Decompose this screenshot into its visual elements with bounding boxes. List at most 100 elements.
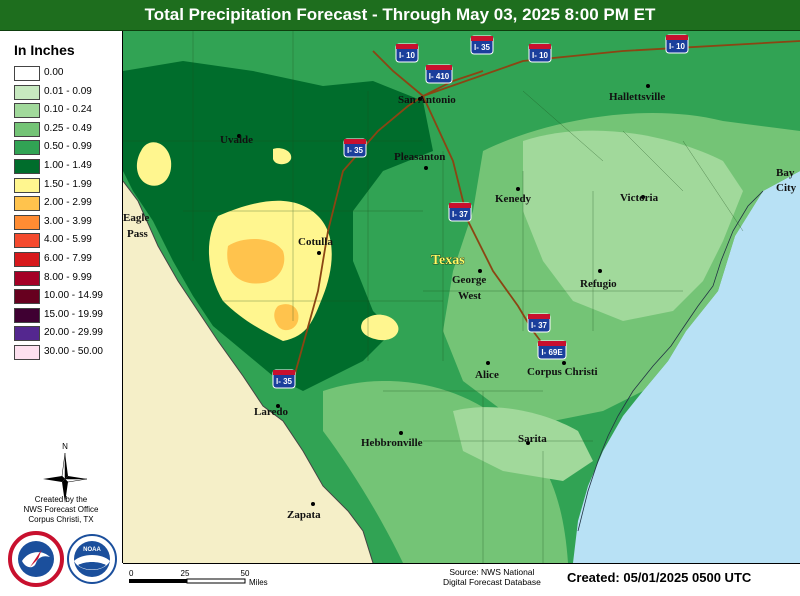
compass-north-label: N	[62, 442, 68, 451]
svg-text:I- 35: I- 35	[276, 377, 293, 386]
county-lines	[123, 31, 744, 563]
legend-label: 20.00 - 29.99	[44, 327, 103, 339]
legend-label: 0.10 - 0.24	[44, 104, 92, 116]
map-footer: 0 25 50 Miles Source: NWS National Digit…	[123, 563, 800, 596]
scale-unit: Miles	[249, 578, 268, 587]
svg-text:I- 35: I- 35	[474, 43, 491, 52]
legend-swatch	[14, 159, 40, 174]
shield-i10-west: I- 10	[395, 43, 419, 63]
legend-swatch	[14, 84, 40, 100]
nws-logo-icon	[8, 531, 64, 587]
legend-swatch	[14, 289, 40, 305]
credit-line-2: NWS Forecast Office	[23, 505, 99, 514]
legend-label: 2.00 - 2.99	[44, 197, 92, 209]
city-victoria: Victoria	[620, 192, 659, 204]
precipitation-legend: In Inches 0.00 0.01 - 0.09 0.10 - 0.24 0.25…	[0, 31, 123, 587]
city-george-west-1: George	[452, 274, 486, 286]
credit-line-1: Created by the	[34, 495, 88, 504]
precip-area-1.50-east	[361, 314, 399, 341]
legend-swatch	[14, 196, 40, 212]
legend-label: 6.00 - 7.99	[44, 253, 92, 264]
legend-swatch	[14, 140, 40, 156]
shield-i69e: I- 69E	[537, 340, 567, 360]
svg-text:I- 69E: I- 69E	[541, 348, 563, 357]
legend-swatch	[14, 103, 40, 119]
precipitation-map[interactable]: San Antonio Hallettsville Uvalde Pleasan…	[123, 31, 800, 563]
legend-swatch	[14, 121, 40, 137]
city-sarita: Sarita	[518, 433, 547, 445]
precip-area-1.50-north	[136, 142, 172, 186]
city-uvalde: Uvalde	[220, 134, 253, 146]
shield-i10-far: I- 10	[665, 34, 689, 54]
precip-area-1.50-small	[273, 148, 292, 165]
data-source: Source: NWS National Digital Forecast Da…	[443, 567, 541, 587]
svg-text:I- 10: I- 10	[669, 42, 686, 51]
legend-swatch	[14, 252, 40, 267]
legend-label: 0.50 - 0.99	[44, 141, 92, 153]
coastline-detail	[577, 190, 764, 532]
city-zapata: Zapata	[287, 509, 321, 521]
legend-label: 30.00 - 50.00	[44, 346, 103, 357]
city-george-west-2: West	[458, 290, 482, 302]
shield-i35-north: I- 35	[470, 35, 494, 55]
city-alice: Alice	[475, 369, 499, 381]
legend-swatch	[14, 326, 40, 342]
precip-area-2.00-b	[274, 304, 299, 331]
city-bay-city-2: City	[776, 182, 797, 194]
noaa-logo-icon: NOAA	[67, 534, 117, 584]
svg-text:I- 10: I- 10	[532, 51, 549, 60]
legend-swatch	[14, 177, 40, 193]
shield-i35-south: I- 35	[272, 369, 296, 389]
legend-swatch	[14, 345, 40, 360]
shield-i10-east: I- 10	[528, 43, 552, 63]
city-corpus-christi: Corpus Christi	[527, 366, 598, 378]
precip-area-0.10-coast	[453, 407, 593, 481]
legend-title: In Inches	[14, 42, 75, 58]
legend-label: 1.00 - 1.49	[44, 160, 92, 171]
credit-line-3: Corpus Christi, TX	[28, 515, 94, 524]
map-title: Total Precipitation Forecast - Through M…	[0, 0, 800, 31]
scale-label-25: 25	[181, 569, 190, 578]
rio-grande	[123, 180, 374, 563]
city-refugio: Refugio	[580, 278, 617, 290]
gulf-of-mexico	[563, 171, 800, 563]
city-pleasanton: Pleasanton	[394, 151, 445, 163]
city-san-antonio: San Antonio	[398, 94, 456, 106]
source-line-1: Source: NWS National	[449, 567, 535, 577]
precip-area-2.00-a	[227, 239, 285, 284]
shield-i37-north: I- 37	[448, 202, 472, 222]
legend-swatch	[14, 214, 40, 230]
svg-text:I- 37: I- 37	[452, 210, 469, 219]
legend-label: 15.00 - 19.99	[44, 308, 103, 320]
legend-swatch	[14, 233, 40, 249]
legend-label: 1.50 - 1.99	[44, 178, 92, 190]
city-dots	[237, 84, 650, 506]
created-timestamp: Created: 05/01/2025 0500 UTC	[567, 570, 752, 585]
svg-text:I- 410: I- 410	[429, 72, 450, 81]
legend-label: 4.00 - 5.99	[44, 234, 92, 246]
city-hallettsville: Hallettsville	[609, 91, 665, 103]
compass-rose-icon: N	[43, 442, 88, 503]
source-line-2: Digital Forecast Database	[443, 577, 541, 587]
city-kenedy: Kenedy	[495, 193, 532, 205]
shield-i35-mid: I- 35	[343, 138, 367, 158]
legend-swatch	[14, 66, 40, 81]
legend-label: 3.00 - 3.99	[44, 215, 92, 227]
city-hebbronville: Hebbronville	[361, 437, 423, 449]
scale-label-0: 0	[129, 569, 134, 578]
legend-label: 10.00 - 14.99	[44, 290, 103, 302]
precip-area-0.10	[523, 130, 743, 321]
state-label-texas: Texas	[431, 253, 465, 268]
legend-swatch	[14, 307, 40, 323]
city-cotulla: Cotulla	[298, 236, 333, 248]
legend-swatch	[14, 270, 40, 286]
legend-label: 0.00	[44, 67, 64, 78]
legend-label: 0.25 - 0.49	[44, 122, 92, 134]
legend-label: 8.00 - 9.99	[44, 271, 92, 283]
city-eagle-pass-2: Pass	[127, 228, 149, 240]
shield-i410: I- 410	[425, 64, 453, 84]
scale-label-50: 50	[241, 569, 250, 578]
agency-logos: NOAA	[8, 531, 117, 587]
city-bay-city-1: Bay	[776, 167, 795, 179]
scale-bar: 0 25 50 Miles	[129, 569, 268, 587]
